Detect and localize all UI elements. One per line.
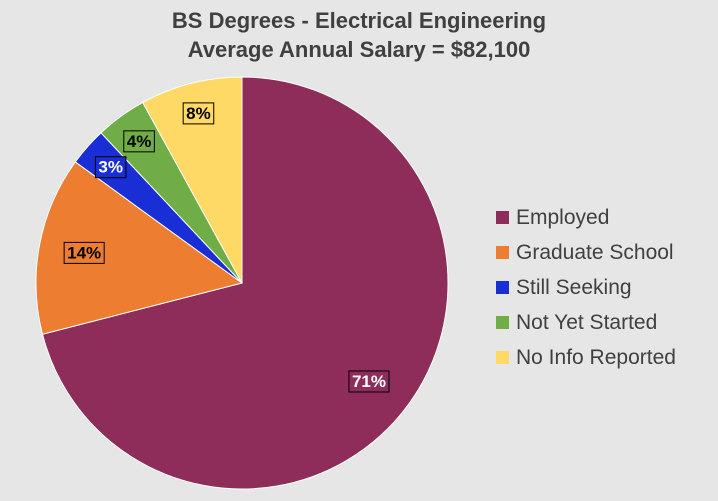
legend-item-still-seeking: Still Seeking	[496, 270, 676, 305]
legend: Employed Graduate School Still Seeking Not …	[496, 200, 676, 375]
data-label-no-info-reported: 8%	[182, 102, 215, 125]
legend-swatch	[496, 281, 509, 294]
legend-item-graduate-school: Graduate School	[496, 235, 676, 270]
data-label-text: 8%	[186, 104, 211, 123]
legend-swatch	[496, 246, 509, 259]
pie-slice-no-info-reported	[142, 76, 243, 284]
chart-subtitle: Average Annual Salary = $82,100	[187, 37, 531, 62]
chart-title-block: BS Degrees - Electrical Engineering Aver…	[0, 6, 718, 64]
legend-item-no-info-reported: No Info Reported	[496, 340, 676, 375]
legend-swatch	[496, 351, 509, 364]
data-label-text: 14%	[67, 243, 101, 262]
data-label-box	[94, 156, 127, 179]
data-label-box	[123, 130, 155, 153]
legend-label: No Info Reported	[516, 345, 676, 369]
data-label-still-seeking: 3%	[94, 156, 127, 179]
data-label-box	[63, 241, 105, 264]
data-label-text: 4%	[127, 132, 152, 151]
data-label-text: 3%	[98, 158, 123, 177]
legend-label: Graduate School	[516, 240, 674, 264]
pie-slice-employed	[41, 76, 449, 490]
data-label-not-yet-started: 4%	[123, 130, 155, 153]
data-label-text: 71%	[352, 372, 386, 391]
data-label-box	[182, 102, 215, 125]
legend-label: Not Yet Started	[516, 310, 658, 334]
chart-title: BS Degrees - Electrical Engineering	[171, 8, 547, 33]
pie-slice-graduate-school	[35, 161, 244, 335]
legend-label: Still Seeking	[516, 275, 632, 299]
legend-swatch	[496, 316, 509, 329]
legend-item-employed: Employed	[496, 200, 676, 235]
legend-swatch	[496, 211, 509, 224]
legend-item-not-yet-started: Not Yet Started	[496, 305, 676, 340]
data-label-box	[348, 370, 390, 393]
data-label-employed: 71%	[348, 370, 390, 393]
legend-label: Employed	[516, 205, 610, 229]
data-label-graduate-school: 14%	[63, 241, 105, 264]
